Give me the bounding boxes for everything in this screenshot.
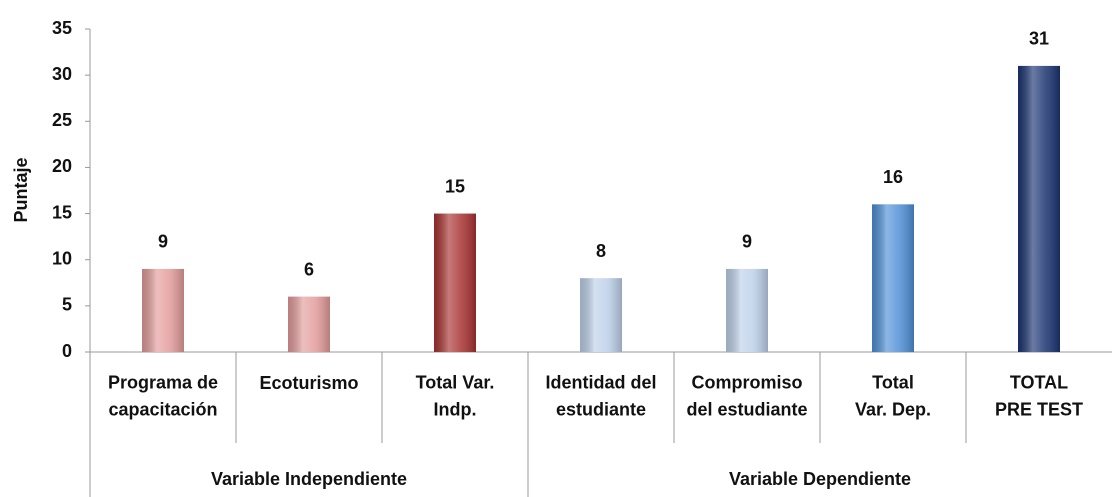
y-tick-label: 10 [52,248,72,268]
x-tick-label: Indp. [434,399,477,419]
y-tick-label: 30 [52,64,72,84]
x-tick-label: estudiante [556,399,646,419]
value-label: 15 [445,176,465,196]
x-tick-label: PRE TEST [995,399,1083,419]
y-tick-label: 35 [52,18,72,38]
x-tick-label: del estudiante [686,399,807,419]
y-tick-label: 20 [52,156,72,176]
x-tick-label: Var. Dep. [855,399,931,419]
x-tick-label: Compromiso [691,372,802,392]
x-tick-label: Identidad del [545,372,656,392]
y-tick-label: 15 [52,202,72,222]
bar-shine [288,296,330,352]
x-tick-label: capacitación [108,399,217,419]
bar-shine [1018,65,1060,353]
value-label: 31 [1029,29,1049,49]
y-tick-label: 25 [52,110,72,130]
value-label: 6 [304,259,314,279]
x-tick-label: Total [872,372,914,392]
bar-shine [142,268,184,352]
y-tick-label: 0 [62,341,72,361]
x-tick-label: Ecoturismo [259,373,358,393]
x-tick-label: Programa de [108,372,218,392]
value-label: 8 [596,241,606,261]
bar-shine [434,213,476,352]
bar-shine [580,278,622,352]
bar-shine [726,268,768,352]
value-label: 9 [158,232,168,252]
y-axis-label: Puntaje [11,157,31,222]
group-label: Variable Dependiente [729,469,911,489]
value-label: 16 [883,167,903,187]
group-label: Variable Independiente [211,469,407,489]
x-tick-label: TOTAL [1010,372,1068,392]
x-tick-label: Total Var. [416,372,495,392]
y-tick-label: 5 [62,295,72,315]
bar-shine [872,204,914,352]
value-label: 9 [742,232,752,252]
